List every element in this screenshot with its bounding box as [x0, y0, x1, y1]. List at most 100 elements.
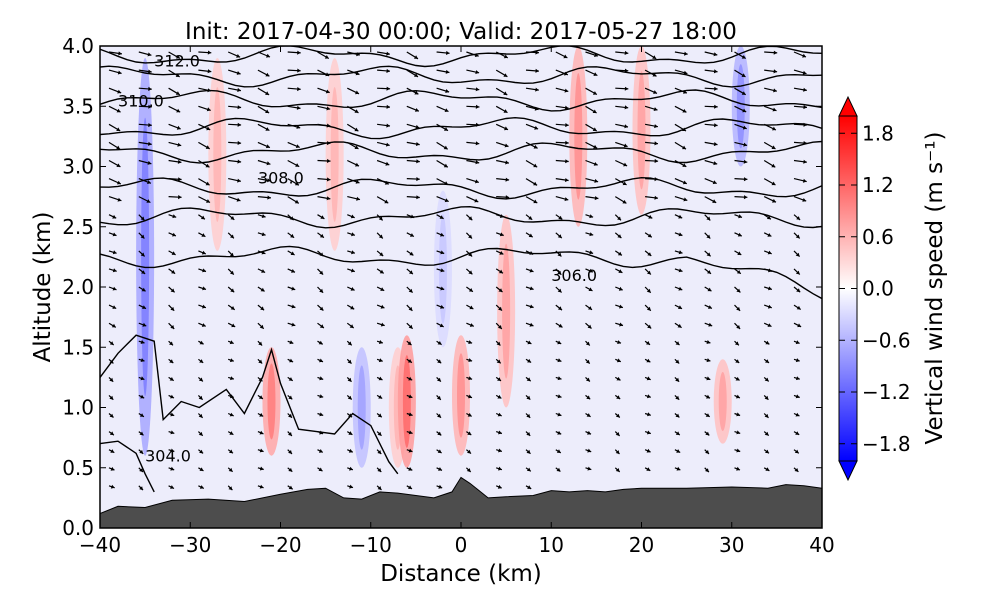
wind-arrow-head: [265, 109, 270, 113]
wind-arrow-head: [378, 358, 383, 363]
wind-arrow-head: [742, 125, 747, 130]
colorbar-tick-label: 1.2: [862, 173, 894, 197]
wind-arrow-head: [202, 268, 206, 273]
wind-arrow-head: [705, 431, 710, 436]
theta-contour-line: [100, 46, 822, 68]
x-axis: −40 −30 −20 −10 0 10 20 30 40: [79, 46, 835, 557]
wind-arrow-head: [557, 270, 562, 275]
wind-arrow-head: [229, 394, 234, 399]
wind-arrow-head: [437, 449, 442, 453]
wind-arrow-head: [356, 52, 360, 57]
wind-arrow-head: [260, 287, 265, 292]
wind-arrow-head: [678, 286, 683, 291]
wind-arrow-head: [794, 449, 799, 454]
wind-arrow-head: [198, 431, 203, 436]
wind-arrow-head: [409, 233, 414, 237]
wind-arrow-head: [258, 341, 263, 346]
wind-arrow-head: [557, 376, 562, 381]
wind-arrow-head: [169, 377, 174, 381]
wind-arrow-head: [622, 199, 627, 204]
wind-arrow-head: [527, 358, 532, 363]
wind-arrow-head: [592, 109, 597, 113]
wind-arrow-head: [110, 466, 115, 471]
wind-arrow-head: [172, 214, 177, 219]
wind-arrow-head: [207, 69, 212, 74]
wind-arrow-head: [175, 73, 180, 77]
wind-arrow-head: [258, 359, 263, 364]
wind-arrow-head: [616, 358, 621, 363]
wind-arrow-head: [296, 105, 301, 110]
wind-arrow-head: [623, 143, 628, 148]
wind-arrow-head: [386, 68, 390, 73]
wind-arrow-head: [474, 198, 479, 203]
wind-arrow-head: [768, 268, 772, 273]
wind-arrow-head: [380, 322, 385, 327]
wind-arrow-head: [267, 195, 271, 200]
wind-arrow-head: [296, 125, 301, 129]
vertical-wind-cell-core: [637, 71, 646, 190]
wind-arrow-head: [795, 234, 800, 239]
wind-arrow-head: [706, 340, 711, 344]
wind-arrow-head: [112, 232, 117, 237]
wind-arrow-head: [534, 125, 539, 130]
wind-arrow-head: [682, 145, 686, 150]
wind-arrow-head: [565, 159, 569, 164]
wind-arrow-head: [297, 68, 301, 73]
wind-arrow-head: [199, 485, 204, 489]
wind-arrow-head: [475, 104, 480, 109]
wind-arrow-head: [535, 87, 539, 92]
theta-contour-line: [100, 116, 822, 140]
wind-arrow-head: [529, 251, 534, 255]
wind-arrow-head: [117, 70, 122, 75]
wind-arrow-head: [356, 196, 360, 201]
wind-arrow-head: [682, 127, 686, 131]
wind-arrow-head: [705, 413, 710, 417]
wind-arrow-head: [290, 233, 295, 238]
wind-arrow-head: [139, 431, 144, 436]
terrain-profile: [100, 476, 822, 528]
wind-arrow-head: [714, 123, 718, 128]
wind-arrow-head: [675, 341, 680, 345]
wind-arrow-head: [295, 144, 300, 148]
wind-arrow-head: [229, 412, 234, 417]
wind-arrow-head: [526, 449, 531, 454]
wind-arrow-head: [437, 341, 442, 345]
wind-arrow-head: [289, 216, 294, 221]
wind-arrow-head: [646, 376, 651, 381]
wind-arrow-head: [169, 359, 174, 363]
wind-arrow-head: [319, 324, 324, 328]
wind-arrow-head: [319, 376, 324, 381]
wind-arrow-head: [142, 305, 146, 309]
wind-arrow-head: [176, 125, 181, 130]
wind-arrow-head: [237, 87, 241, 92]
wind-arrow-head: [110, 449, 115, 453]
wind-arrow-head: [198, 413, 203, 418]
wind-arrow-head: [526, 432, 531, 436]
wind-arrow-head: [743, 177, 748, 182]
wind-arrow-head: [351, 250, 355, 255]
wind-arrow-head: [140, 340, 145, 344]
wind-arrow-head: [228, 486, 233, 491]
wind-arrow-head: [288, 485, 293, 490]
vertical-wind-cell-core: [330, 86, 339, 222]
wind-arrow-head: [588, 306, 592, 310]
wind-arrow-head: [325, 72, 330, 77]
wind-arrow-head: [795, 376, 800, 381]
wind-arrow-head: [498, 448, 502, 453]
wind-arrow-head: [527, 340, 532, 345]
wind-arrow-head: [557, 288, 562, 293]
wind-arrow-head: [587, 324, 592, 329]
wind-arrow-head: [201, 323, 206, 327]
wind-arrow-head: [140, 252, 145, 257]
y-tick-label: 2.5: [62, 215, 94, 239]
wind-arrow-head: [653, 107, 658, 111]
colorbar-label: Vertical wind speed (m s⁻¹): [922, 132, 948, 445]
wind-arrow-head: [803, 87, 807, 92]
wind-arrow-head: [416, 177, 420, 182]
wind-arrow-head: [705, 450, 709, 454]
wind-arrow-head: [170, 448, 175, 453]
wind-arrow-head: [706, 394, 710, 399]
wind-arrow-head: [378, 234, 383, 239]
vertical-wind-cell-core: [574, 73, 583, 200]
colorbar-tick-label: −1.8: [862, 432, 911, 456]
